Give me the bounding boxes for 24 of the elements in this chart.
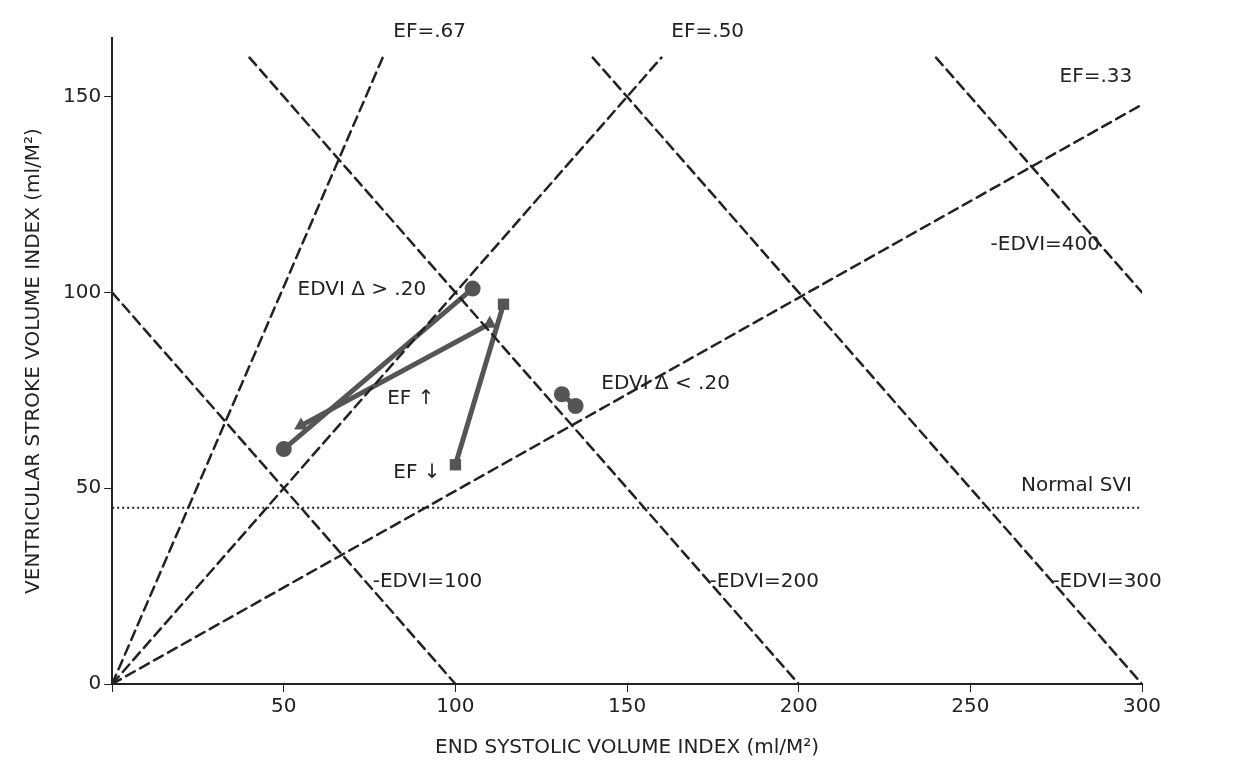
annotation: -EDVI=100 — [372, 568, 483, 593]
x-tick-label: 150 — [607, 693, 647, 718]
y-axis-title: VENTRICULAR STROKE VOLUME INDEX (ml/M²) — [20, 128, 45, 594]
y-tick-label: 0 — [88, 670, 102, 695]
annotation: EDVI Δ < .20 — [601, 369, 730, 394]
annotation: EF=.33 — [1059, 62, 1133, 87]
annotation: -EDVI=400 — [990, 230, 1101, 255]
annotation: -EDVI=300 — [1052, 568, 1162, 593]
annotation: EF ↓ — [393, 458, 441, 483]
x-tick-label: 250 — [951, 693, 990, 718]
x-tick-label: 50 — [271, 693, 297, 718]
annotation: EDVI Δ > .20 — [297, 276, 427, 301]
y-tick-label: 150 — [62, 82, 102, 107]
annotation: EF=.50 — [671, 17, 745, 42]
annotation: EF=.67 — [393, 17, 467, 42]
ref-line-label: Normal SVI — [1021, 472, 1132, 497]
annotation: EF ↑ — [387, 384, 435, 409]
x-axis-title: END SYSTOLIC VOLUME INDEX (ml/M²) — [435, 734, 820, 759]
x-tick-label: 200 — [779, 693, 818, 718]
y-tick-label: 100 — [62, 278, 102, 303]
annotation: -EDVI=200 — [709, 568, 819, 593]
y-tick-label: 50 — [75, 474, 102, 499]
x-tick-label: 300 — [1122, 693, 1162, 718]
x-tick-label: 100 — [436, 693, 475, 718]
